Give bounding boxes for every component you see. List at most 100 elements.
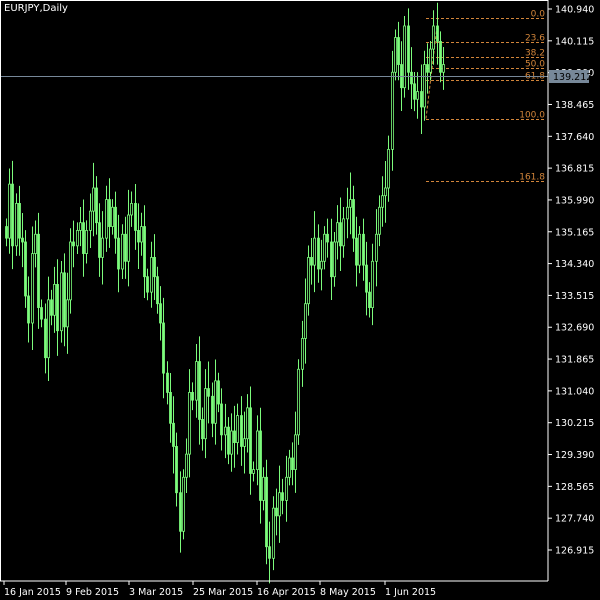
y-tick-label: 132.690 xyxy=(555,323,594,334)
candle-body xyxy=(326,233,329,243)
y-tick-label: 133.515 xyxy=(555,291,594,302)
candle-body xyxy=(117,237,120,270)
candle-body xyxy=(198,361,201,420)
candle-body xyxy=(426,64,429,73)
candle-body xyxy=(436,25,439,42)
y-tick-label: 136.815 xyxy=(555,164,594,175)
x-axis-ticks: 16 Jan 2015 9 Feb 2015 3 Mar 2015 25 Mar 20… xyxy=(3,581,436,598)
axes xyxy=(0,0,549,582)
candle-body xyxy=(124,233,127,262)
candle-body xyxy=(384,187,387,197)
candle-body xyxy=(195,361,198,401)
candle-body xyxy=(442,64,445,73)
candle-body xyxy=(18,203,21,239)
y-tick-label: 127.740 xyxy=(555,514,594,525)
candle-body xyxy=(63,272,66,328)
candle-body xyxy=(285,476,288,501)
candle-body xyxy=(394,37,397,73)
candle-body xyxy=(313,237,316,266)
candle-body xyxy=(185,453,188,478)
candle-body xyxy=(416,91,419,100)
candle-body xyxy=(342,218,345,247)
candle-body xyxy=(220,403,223,436)
candle-body xyxy=(368,291,371,308)
y-tick-label: 128.565 xyxy=(555,482,594,493)
candle-body xyxy=(130,203,133,216)
candle-body xyxy=(352,199,355,239)
candle-body xyxy=(268,546,271,559)
candle-body xyxy=(82,222,85,254)
candle-body xyxy=(439,41,442,73)
candle-body xyxy=(294,434,297,470)
candle-body xyxy=(143,226,146,278)
y-tick-label: 129.390 xyxy=(555,450,594,461)
y-tick-label: 126.915 xyxy=(555,546,594,557)
current-price-label: 139.212 xyxy=(549,70,592,83)
y-tick-label: 130.215 xyxy=(555,418,594,429)
candle-body xyxy=(175,446,178,494)
candle-body xyxy=(21,237,24,243)
x-tick-label: 1 Jun 2015 xyxy=(385,587,436,598)
candle-body xyxy=(114,206,117,239)
y-tick-label: 134.340 xyxy=(555,259,594,270)
candle-body xyxy=(252,469,255,474)
candle-body xyxy=(207,388,210,397)
y-tick-label: 137.640 xyxy=(555,132,594,143)
candle-body xyxy=(262,476,265,501)
candle-body xyxy=(188,392,191,455)
candle-body xyxy=(265,476,268,548)
candle-body xyxy=(121,233,124,270)
candle-body xyxy=(259,430,262,501)
candle-body xyxy=(346,206,349,220)
candle-body xyxy=(365,264,368,293)
y-tick-label: 131.865 xyxy=(555,355,594,366)
candle-body xyxy=(281,492,284,501)
x-tick-label: 16 Apr 2015 xyxy=(257,587,316,598)
candle-body xyxy=(182,476,185,532)
candle-body xyxy=(127,214,130,262)
candle-body xyxy=(297,368,300,436)
candle-body xyxy=(272,507,275,559)
fib-level-label: 100.0 xyxy=(519,111,545,121)
candle-body xyxy=(15,203,18,247)
candle-body xyxy=(358,233,361,266)
price-label-background xyxy=(549,70,589,83)
candle-body xyxy=(224,426,227,436)
candle-body xyxy=(105,199,108,239)
candle-body xyxy=(320,260,323,270)
chart-title: EURJPY,Daily xyxy=(4,3,68,14)
candle-body xyxy=(233,430,236,443)
candle-body xyxy=(40,307,43,320)
y-tick-label: 140.940 xyxy=(555,5,594,16)
candle-body xyxy=(362,233,365,266)
candle-body xyxy=(410,71,413,85)
candle-body xyxy=(156,276,159,305)
candle-body xyxy=(211,395,214,424)
candle-body xyxy=(317,237,320,270)
candle-body xyxy=(291,457,294,470)
candle-body xyxy=(31,253,34,324)
candle-body xyxy=(111,206,114,227)
fib-level-label: 38.2 xyxy=(525,49,545,59)
candle-body xyxy=(432,25,435,50)
candle-body xyxy=(378,206,381,235)
fib-level-label: 50.0 xyxy=(525,60,545,70)
candle-body xyxy=(72,241,75,247)
candle-body xyxy=(50,299,53,316)
fib-level-label: 23.6 xyxy=(525,34,545,44)
candle-body xyxy=(150,257,153,293)
candle-body xyxy=(355,237,358,266)
candle-body xyxy=(166,372,169,393)
fib-level-label: 0.0 xyxy=(531,10,546,20)
y-tick-label: 135.990 xyxy=(555,195,594,206)
candle-body xyxy=(159,303,162,324)
candle-body xyxy=(76,230,79,247)
candles xyxy=(5,2,445,584)
price-label-text: 139.212 xyxy=(553,72,592,83)
candle-body xyxy=(179,492,182,532)
candle-body xyxy=(375,233,378,262)
candle-body xyxy=(397,37,400,65)
candle-body xyxy=(330,241,333,278)
